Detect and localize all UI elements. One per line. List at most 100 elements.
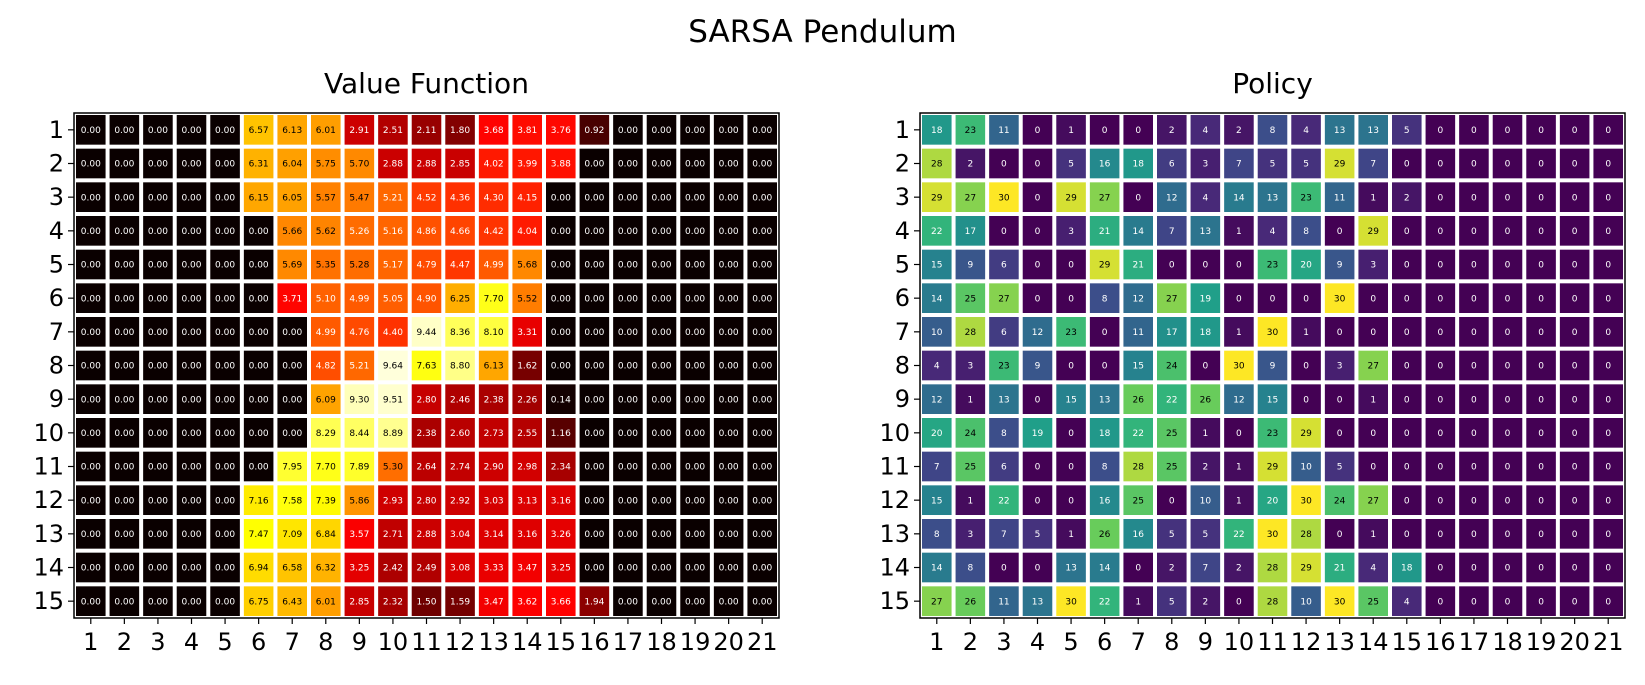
heatmap-cell (311, 384, 341, 414)
y-tick-label: 1 (895, 116, 910, 144)
cell-value-label: 0 (1538, 193, 1544, 203)
cell-value-label: 20 (1267, 496, 1279, 506)
cell-value-label: 0.00 (584, 564, 604, 574)
x-tick-label: 3 (150, 628, 165, 656)
cell-value-label: 0 (1303, 294, 1309, 304)
heatmap-cell (1559, 115, 1590, 145)
heatmap-cell (747, 182, 777, 212)
heatmap-cell (546, 519, 576, 549)
cell-value-label: 0 (1068, 463, 1074, 473)
heatmap-cell (109, 249, 140, 280)
cell-value-label: 0 (1035, 227, 1041, 237)
cell-value-label: 0.00 (651, 193, 671, 203)
heatmap-cell (378, 115, 408, 145)
heatmap-cell (1056, 451, 1086, 482)
cell-value-label: 1 (967, 395, 973, 405)
cell-value-label: 8 (1270, 126, 1276, 136)
cell-value-label: 13 (1334, 126, 1345, 136)
heatmap-cell (1022, 317, 1053, 347)
heatmap-cell (176, 216, 207, 246)
heatmap-cell (143, 249, 173, 280)
cell-value-label: 0 (1437, 597, 1443, 607)
x-tick-label: 1 (83, 628, 98, 656)
heatmap-cell (713, 317, 744, 347)
heatmap-cell (176, 586, 207, 616)
x-tick-label: 11 (1257, 628, 1288, 656)
heatmap-cell (344, 115, 375, 145)
cell-value-label: 0 (1068, 294, 1074, 304)
cell-value-label: 0 (1572, 429, 1578, 439)
panel-title: Policy (1232, 67, 1313, 100)
heatmap-cell (546, 249, 576, 280)
heatmap-cell (1056, 418, 1086, 448)
cell-value-label: 21 (1132, 261, 1143, 271)
heatmap-cell (210, 485, 240, 515)
heatmap-cell (989, 115, 1019, 145)
heatmap-cell (747, 519, 777, 549)
heatmap-cell (1190, 485, 1221, 515)
cell-value-label: 0 (1236, 429, 1242, 439)
cell-value-label: 4.90 (416, 294, 436, 304)
cell-value-label: 0 (1572, 193, 1578, 203)
heatmap-cell (989, 485, 1019, 515)
heatmap-cell (747, 317, 777, 347)
heatmap-cell (512, 283, 542, 313)
cell-value-label: 0.00 (651, 564, 671, 574)
cell-value-label: 0 (1538, 395, 1544, 405)
cell-value-label: 0.00 (551, 362, 571, 372)
cell-value-label: 3.99 (517, 160, 537, 170)
heatmap-cell (243, 148, 274, 179)
cell-value-label: 17 (1166, 328, 1177, 338)
cell-value-label: 5.10 (316, 294, 336, 304)
cell-value-label: 3.47 (484, 597, 504, 607)
cell-value-label: 0 (1538, 227, 1544, 237)
cell-value-label: 13 (998, 395, 1009, 405)
cell-value-label: 0 (1605, 328, 1611, 338)
cell-value-label: 0.00 (685, 530, 705, 540)
heatmap-cell (747, 384, 777, 414)
cell-value-label: 7.95 (282, 463, 302, 473)
heatmap-cell (243, 249, 274, 280)
heatmap-cell (1593, 148, 1623, 179)
cell-value-label: 0.00 (618, 395, 638, 405)
cell-value-label: 23 (998, 362, 1009, 372)
cell-value-label: 1 (1236, 463, 1242, 473)
cell-value-label: 1.16 (551, 429, 571, 439)
cell-value-label: 7 (934, 463, 940, 473)
heatmap-cell (143, 283, 173, 313)
heatmap-cell (989, 350, 1019, 381)
heatmap-cell (1492, 451, 1523, 482)
heatmap-cell (1056, 552, 1086, 583)
cell-value-label: 0 (1505, 261, 1511, 271)
cell-value-label: 4.42 (484, 227, 504, 237)
cell-value-label: 0 (1169, 496, 1175, 506)
heatmap-cell (680, 350, 710, 381)
heatmap-cell (243, 418, 274, 448)
heatmap-cell (1593, 182, 1623, 212)
cell-value-label: 0.00 (215, 496, 235, 506)
heatmap-cell (277, 384, 307, 414)
heatmap-cell (277, 283, 307, 313)
heatmap-cell (1022, 384, 1053, 414)
cell-value-label: 0.00 (181, 227, 201, 237)
heatmap-cell (989, 384, 1019, 414)
cell-value-label: 0 (1572, 160, 1578, 170)
cell-value-label: 0.00 (752, 193, 772, 203)
cell-value-label: 27 (1166, 294, 1177, 304)
x-tick-label: 9 (1198, 628, 1213, 656)
y-tick-label: 12 (33, 486, 64, 514)
cell-value-label: 29 (1334, 160, 1346, 170)
cell-value-label: 0.00 (651, 395, 671, 405)
cell-value-label: 6.43 (282, 597, 302, 607)
cell-value-label: 0 (1572, 395, 1578, 405)
heatmap-cell (922, 418, 952, 448)
cell-value-label: 0 (1236, 261, 1242, 271)
heatmap-cell (311, 586, 341, 616)
heatmap-cell (109, 216, 140, 246)
cell-value-label: 0 (1437, 496, 1443, 506)
cell-value-label: 0.00 (215, 126, 235, 136)
cell-value-label: 27 (1099, 193, 1110, 203)
cell-value-label: 14 (1099, 564, 1111, 574)
cell-value-label: 0 (1035, 126, 1041, 136)
cell-value-label: 14 (1132, 227, 1144, 237)
